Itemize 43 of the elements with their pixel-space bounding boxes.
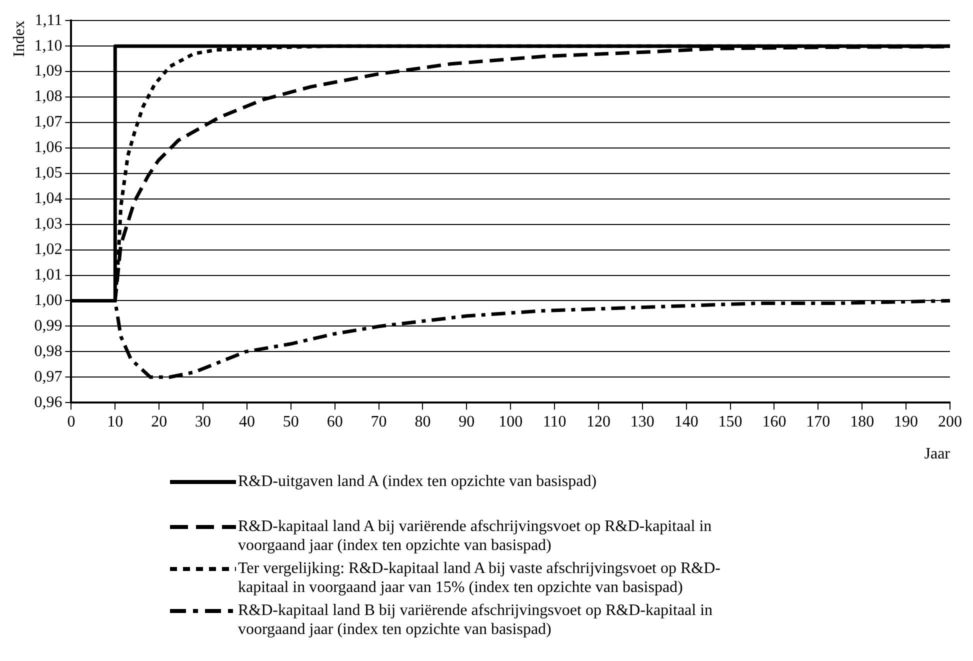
x-tick-label: 190 bbox=[894, 413, 918, 430]
y-tick-label: 1,00 bbox=[34, 292, 62, 309]
legend-label: R&D-kapitaal land B bij variërende afschrijvingsvoet op R&D-kapitaal in voorgaand jaar (index ten opzichte van basispad) bbox=[238, 601, 714, 639]
x-tick-label: 20 bbox=[151, 413, 168, 430]
x-tick-label: 60 bbox=[326, 413, 343, 430]
x-tick-label: 170 bbox=[806, 413, 830, 430]
x-tick-label: 70 bbox=[370, 413, 387, 430]
legend-label: R&D-kapitaal land A bij variërende afschrijvingsvoet op R&D-kapitaal in voorgaand jaar (index ten opzichte van basispad) bbox=[238, 517, 713, 555]
y-tick-label: 0,96 bbox=[34, 394, 62, 411]
y-tick-label: 1,05 bbox=[34, 164, 62, 182]
y-tick-label: 1,03 bbox=[34, 216, 62, 233]
x-tick-label: 50 bbox=[282, 413, 299, 430]
y-tick-label: 1,04 bbox=[34, 190, 62, 208]
y-tick-label: 1,02 bbox=[34, 241, 62, 258]
y-tick-label: 1,07 bbox=[34, 114, 62, 131]
x-tick-label: 110 bbox=[542, 413, 566, 430]
x-tick-label: 180 bbox=[850, 413, 874, 430]
y-axis-title: Index bbox=[10, 20, 28, 58]
x-tick-label: 40 bbox=[238, 413, 255, 430]
y-tick-label: 0,97 bbox=[34, 368, 62, 386]
y-tick-label: 1,09 bbox=[34, 62, 62, 80]
y-tick-label: 1,01 bbox=[34, 266, 62, 284]
y-tick-label: 1,08 bbox=[34, 88, 62, 106]
legend-label: R&D-uitgaven land A (index ten opzichte van basispad) bbox=[238, 472, 597, 491]
x-tick-label: 80 bbox=[414, 413, 431, 430]
y-tick-label: 0,98 bbox=[34, 342, 62, 360]
y-tick-label: 0,99 bbox=[34, 317, 62, 334]
x-tick-label: 10 bbox=[107, 413, 124, 430]
x-tick-label: 200 bbox=[938, 413, 962, 430]
y-tick-label: 1,06 bbox=[34, 139, 62, 156]
x-axis-title: Jaar bbox=[924, 446, 951, 463]
x-tick-label: 150 bbox=[718, 413, 742, 430]
x-tick-label: 120 bbox=[586, 413, 610, 430]
x-tick-label: 140 bbox=[674, 413, 698, 430]
y-tick-label: 1,11 bbox=[34, 12, 62, 29]
x-tick-label: 0 bbox=[67, 413, 76, 430]
legend-label: Ter vergelijking: R&D-kapitaal land A bij vaste afschrijvingsvoet op R&D-kapitaal in voorgaand jaar van 15% (index ten opzichte van basispad) bbox=[238, 559, 722, 597]
x-tick-label: 100 bbox=[498, 413, 523, 430]
x-tick-label: 130 bbox=[630, 413, 654, 430]
x-tick-label: 160 bbox=[762, 413, 786, 430]
y-tick-label: 1,10 bbox=[34, 37, 62, 54]
x-tick-label: 90 bbox=[458, 413, 475, 430]
x-tick-label: 30 bbox=[195, 413, 212, 430]
